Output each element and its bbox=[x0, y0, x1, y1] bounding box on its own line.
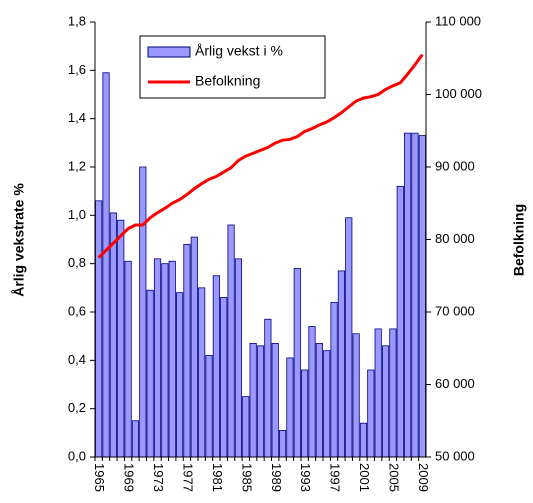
bar bbox=[183, 243, 191, 458]
bar bbox=[242, 396, 250, 458]
bar bbox=[109, 212, 117, 458]
x-tick-label: 1981 bbox=[210, 463, 225, 492]
bar bbox=[323, 350, 331, 458]
bar bbox=[367, 369, 375, 458]
bar bbox=[411, 132, 419, 458]
bar bbox=[337, 270, 345, 458]
bar bbox=[176, 292, 184, 458]
y-tick-label: 1,4 bbox=[68, 110, 86, 125]
bar bbox=[301, 369, 309, 458]
line bbox=[97, 53, 424, 259]
bar bbox=[220, 297, 228, 458]
legend-swatch bbox=[147, 46, 191, 58]
bar bbox=[227, 224, 235, 458]
bar bbox=[264, 318, 272, 458]
legend-label: Årlig vekst i % bbox=[195, 43, 283, 59]
y-tick-label: 0,6 bbox=[68, 303, 86, 318]
x-tick-label: 1969 bbox=[122, 463, 137, 492]
bar bbox=[249, 343, 257, 458]
bar bbox=[124, 260, 132, 458]
bar bbox=[286, 357, 294, 458]
bar bbox=[271, 343, 279, 458]
x-tick-label: 1977 bbox=[181, 463, 196, 492]
bar bbox=[256, 345, 265, 458]
y2-tick-label: 60 000 bbox=[435, 376, 475, 391]
bar bbox=[212, 275, 220, 458]
y-tick-label: 0,8 bbox=[68, 255, 86, 270]
y-tick-label: 1,2 bbox=[68, 158, 86, 173]
bar bbox=[374, 328, 382, 458]
bar bbox=[153, 258, 162, 458]
x-tick-label: 1989 bbox=[269, 463, 284, 492]
bar bbox=[278, 430, 287, 458]
y2-axis-title: Befolkning bbox=[511, 204, 527, 276]
y2-tick-label: 50 000 bbox=[435, 448, 475, 463]
legend-label: Befolkning bbox=[195, 73, 260, 89]
bar bbox=[404, 132, 412, 458]
y-tick-label: 1,0 bbox=[68, 207, 86, 222]
bar bbox=[168, 260, 176, 458]
bar bbox=[161, 263, 169, 458]
bar bbox=[102, 72, 110, 458]
x-tick-label: 1997 bbox=[328, 463, 343, 492]
legend-box bbox=[139, 35, 326, 99]
bar bbox=[205, 355, 213, 458]
bar bbox=[95, 200, 103, 458]
y-tick-label: 0,4 bbox=[68, 352, 86, 367]
y2-tick-label: 70 000 bbox=[435, 303, 475, 318]
bar bbox=[418, 135, 426, 458]
x-tick-label: 2005 bbox=[386, 463, 401, 492]
bar bbox=[198, 287, 206, 458]
bar bbox=[117, 219, 125, 458]
bar bbox=[396, 185, 404, 458]
y-tick-label: 0,0 bbox=[68, 448, 86, 463]
bar bbox=[293, 268, 301, 458]
bar bbox=[131, 420, 140, 458]
bar bbox=[315, 343, 323, 458]
bar bbox=[139, 166, 147, 458]
y2-tick-label: 110 000 bbox=[435, 13, 481, 28]
bar bbox=[308, 326, 316, 458]
bar bbox=[330, 301, 338, 458]
bar bbox=[190, 236, 198, 458]
x-tick-label: 1973 bbox=[151, 463, 166, 492]
y2-tick-label: 80 000 bbox=[435, 231, 475, 246]
y-tick-label: 0,2 bbox=[68, 400, 86, 415]
bar bbox=[234, 258, 243, 458]
x-tick-label: 1993 bbox=[298, 463, 313, 492]
bar bbox=[146, 289, 154, 458]
bar bbox=[359, 422, 368, 458]
x-tick-label: 2009 bbox=[416, 463, 431, 492]
bar bbox=[352, 333, 360, 458]
bar bbox=[345, 217, 353, 458]
y-tick-label: 1,6 bbox=[68, 62, 86, 77]
bar bbox=[381, 345, 390, 458]
bar bbox=[389, 328, 397, 458]
y-axis-title: Årlig vekstrate % bbox=[11, 183, 27, 297]
x-tick-label: 1965 bbox=[92, 463, 107, 492]
x-tick-label: 1985 bbox=[239, 463, 254, 492]
y2-tick-label: 90 000 bbox=[435, 158, 475, 173]
x-tick-label: 2001 bbox=[357, 463, 372, 492]
y2-tick-label: 100 000 bbox=[435, 86, 482, 101]
y-tick-label: 1,8 bbox=[68, 13, 86, 28]
